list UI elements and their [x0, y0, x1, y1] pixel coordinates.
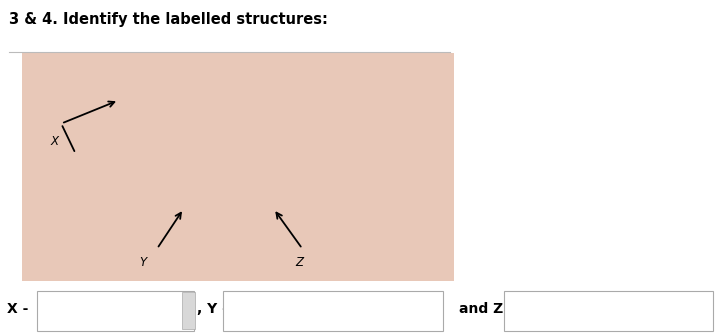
FancyBboxPatch shape	[182, 292, 195, 329]
FancyBboxPatch shape	[223, 291, 443, 331]
Text: and Z -: and Z -	[459, 302, 514, 316]
Text: X -: X -	[7, 302, 29, 316]
Text: , Y -: , Y -	[197, 302, 228, 316]
Text: 3 & 4. Identify the labelled structures:: 3 & 4. Identify the labelled structures:	[9, 12, 328, 27]
FancyBboxPatch shape	[504, 291, 713, 331]
FancyBboxPatch shape	[22, 53, 454, 281]
FancyBboxPatch shape	[37, 291, 194, 331]
Text: Y: Y	[139, 256, 146, 269]
Text: X: X	[50, 136, 58, 148]
Text: Z: Z	[294, 256, 303, 269]
